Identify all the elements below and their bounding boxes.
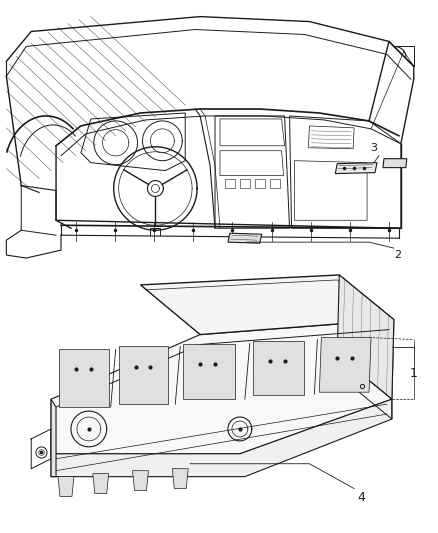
Text: 3: 3 bbox=[371, 143, 378, 153]
Polygon shape bbox=[119, 346, 168, 404]
Polygon shape bbox=[51, 399, 392, 477]
Polygon shape bbox=[51, 399, 56, 477]
Polygon shape bbox=[228, 233, 262, 243]
Polygon shape bbox=[59, 350, 109, 407]
Polygon shape bbox=[58, 477, 74, 497]
Text: 2: 2 bbox=[394, 250, 401, 260]
Polygon shape bbox=[183, 343, 235, 399]
Polygon shape bbox=[253, 341, 304, 395]
Text: 1: 1 bbox=[410, 367, 418, 381]
Polygon shape bbox=[93, 474, 109, 494]
Polygon shape bbox=[172, 469, 188, 489]
Polygon shape bbox=[383, 159, 407, 168]
Polygon shape bbox=[133, 471, 148, 490]
Text: 4: 4 bbox=[357, 490, 365, 504]
Polygon shape bbox=[51, 320, 394, 454]
Polygon shape bbox=[335, 163, 377, 174]
Polygon shape bbox=[319, 337, 371, 392]
Polygon shape bbox=[337, 275, 394, 399]
Polygon shape bbox=[141, 275, 394, 335]
